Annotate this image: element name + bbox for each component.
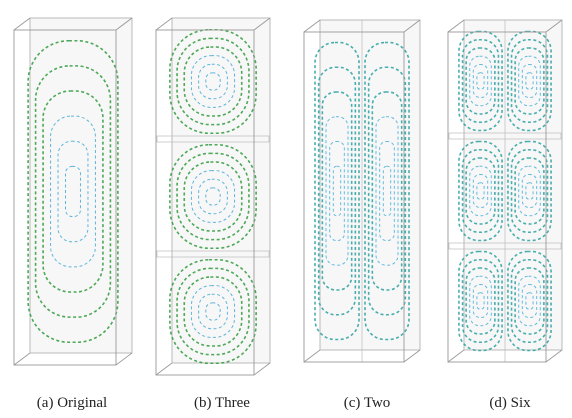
figure: (a) Original (b) Three (c) Two (d) Six	[0, 0, 572, 418]
box-edge	[304, 350, 320, 362]
box-edge	[448, 20, 464, 32]
box-back	[172, 18, 270, 363]
box-edge	[404, 350, 420, 362]
box-back	[30, 18, 132, 353]
box-edge	[304, 20, 320, 32]
box-back	[320, 20, 420, 350]
box-edge	[116, 353, 132, 365]
caption: (d) Six	[489, 395, 531, 411]
box-edge	[254, 363, 270, 375]
box-edge	[156, 363, 172, 375]
box-edge	[14, 353, 30, 365]
caption: (b) Three	[194, 395, 250, 411]
box-edge	[448, 350, 464, 362]
box-back	[464, 20, 562, 350]
box-edge	[14, 18, 30, 30]
caption: (a) Original	[37, 395, 107, 411]
caption: (c) Two	[344, 395, 391, 411]
box-edge	[546, 350, 562, 362]
box-edge	[156, 18, 172, 30]
